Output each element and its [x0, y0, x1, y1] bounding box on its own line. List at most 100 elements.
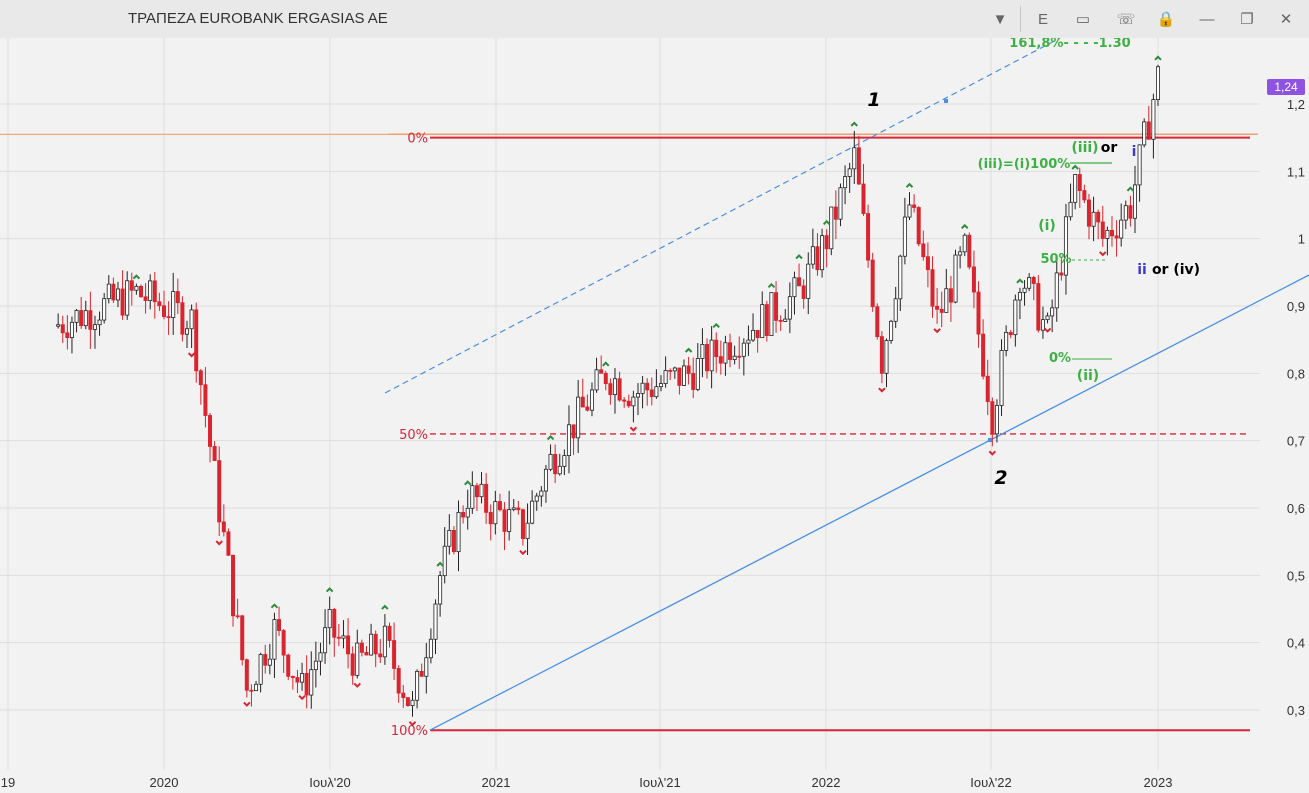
bear-candle: [764, 304, 769, 336]
bull-candle: [369, 633, 374, 656]
x-tick-label: 2021: [482, 775, 511, 790]
wave-label: 2: [994, 467, 1007, 489]
dropdown-button[interactable]: ▼: [992, 10, 1008, 28]
wave-label: 161,8%- - - -1.30: [1009, 38, 1130, 51]
bull-candle: [69, 321, 74, 339]
bear-candle: [244, 659, 249, 691]
bear-candle: [691, 373, 696, 390]
e-button[interactable]: E: [1037, 10, 1048, 28]
bull-candle: [1045, 315, 1050, 321]
minimize-icon[interactable]: —: [1199, 10, 1215, 28]
bear-candle: [626, 400, 631, 407]
bull-candle: [313, 660, 318, 671]
bull-candle: [635, 393, 640, 398]
bear-candle: [705, 344, 710, 372]
bull-candle: [783, 318, 788, 322]
bear-candle: [603, 372, 608, 385]
bear-candle: [585, 406, 590, 411]
swing-high-marker: [1154, 55, 1162, 61]
bear-candle: [286, 654, 291, 677]
bull-candle: [125, 280, 130, 316]
bull-candle: [746, 339, 751, 344]
bull-candle: [507, 509, 512, 532]
bull-candle: [806, 263, 811, 299]
bear-candle: [396, 668, 401, 694]
fibonacci-levels: 0% 50% 100%: [0, 132, 1258, 739]
bear-candle: [580, 396, 585, 408]
horizontal-gridlines: [0, 103, 1260, 711]
bear-candle: [912, 204, 917, 208]
bull-candle: [1054, 272, 1059, 309]
bull-candle: [695, 358, 700, 390]
bull-candle: [889, 320, 894, 341]
bear-candle: [797, 277, 802, 287]
bear-candle: [336, 636, 341, 639]
bear-candle: [1077, 174, 1082, 191]
wave-label: 1: [867, 89, 880, 111]
bull-candle: [309, 669, 314, 696]
bull-candle: [672, 367, 677, 372]
swing-high-marker: [850, 121, 858, 127]
bull-candle: [1137, 144, 1142, 186]
bull-candle: [1132, 184, 1137, 219]
bull-candle: [433, 603, 438, 640]
bear-candle: [461, 512, 466, 518]
close-icon[interactable]: ✕: [1279, 11, 1293, 28]
swing-low-marker: [629, 426, 638, 432]
bull-candle: [530, 500, 535, 524]
swing-high-marker: [1071, 164, 1079, 170]
y-tick-label: 0,5: [1287, 568, 1305, 583]
bear-candle: [157, 301, 162, 307]
fib-50-label: 50%: [399, 428, 428, 443]
bear-candle: [866, 213, 871, 261]
bull-candle: [438, 575, 443, 605]
bull-candle: [723, 342, 728, 364]
bear-candle: [916, 207, 921, 245]
x-tick-label: 2022: [812, 775, 841, 790]
swing-high-marker: [381, 604, 389, 610]
bull-candle: [751, 329, 756, 341]
bull-candle: [557, 465, 562, 475]
wave-label: (i): [1038, 218, 1056, 234]
bear-candle: [194, 309, 199, 372]
bear-candle: [985, 375, 990, 403]
bear-candle: [1114, 235, 1119, 239]
y-tick-label: 1,2: [1287, 97, 1305, 112]
bear-candle: [346, 635, 351, 655]
bull-candle: [493, 501, 498, 525]
swing-low-marker: [878, 387, 886, 393]
bear-candle: [930, 269, 935, 307]
bear-candle: [875, 306, 880, 338]
bull-candle: [74, 310, 79, 323]
comment-icon[interactable]: ☏: [1116, 11, 1136, 28]
bull-candle: [171, 291, 176, 318]
bear-candle: [497, 501, 502, 511]
restore-icon[interactable]: ❐: [1240, 11, 1254, 28]
bear-candle: [815, 246, 820, 271]
bull-candle: [539, 490, 544, 497]
vertical-gridlines: [7, 38, 1159, 770]
bear-candle: [645, 382, 650, 391]
bear-candle: [599, 369, 604, 374]
bull-candle: [189, 309, 194, 330]
bear-candle: [143, 296, 148, 301]
swing-low-marker: [519, 549, 527, 556]
bear-candle: [935, 305, 940, 310]
price-chart[interactable]: 0%50%100% 12(i)(ii)(iii) or iii or (iv)(iii…: [0, 38, 1309, 793]
fib-0-label: 0%: [407, 132, 428, 147]
bear-candle: [304, 672, 309, 696]
panel-icon[interactable]: ▭: [1075, 11, 1091, 28]
bull-candle: [410, 699, 415, 707]
y-tick-label: 1,1: [1287, 164, 1305, 179]
bear-candle: [359, 642, 364, 653]
bear-candle: [166, 316, 171, 319]
bull-candle: [534, 495, 539, 502]
bear-candle: [198, 370, 203, 386]
bear-candle: [925, 256, 930, 271]
bear-candle: [129, 280, 134, 291]
toolbar-divider: [1020, 6, 1021, 32]
bear-candle: [856, 147, 861, 185]
lock-icon[interactable]: 🔒: [1156, 11, 1176, 28]
upper-channel-line: [384, 38, 1061, 394]
bear-candle: [138, 285, 143, 298]
